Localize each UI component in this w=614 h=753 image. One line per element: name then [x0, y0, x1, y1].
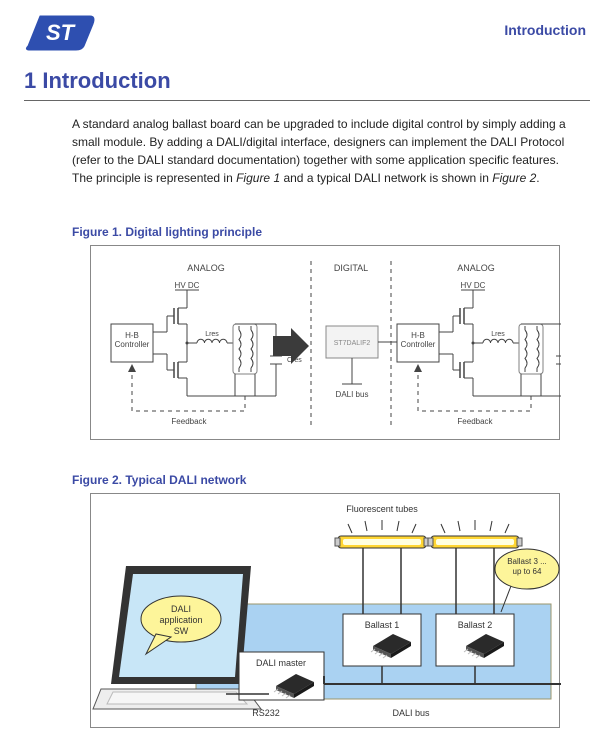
figure1: ANALOG DIGITAL ANALOG H-BControllerHV DC… — [90, 245, 560, 440]
svg-text:Ballast 2: Ballast 2 — [458, 620, 493, 630]
svg-text:DALI bus: DALI bus — [392, 708, 430, 718]
intro-paragraph: A standard analog ballast board can be u… — [72, 115, 582, 187]
ballast2-box: Ballast 2 — [436, 614, 514, 666]
st-logo: ST — [18, 8, 96, 61]
svg-text:HV DC: HV DC — [461, 281, 486, 290]
svg-text:DIGITAL: DIGITAL — [334, 263, 368, 273]
up-to-64-bubble: Ballast 3 ...up to 64 — [495, 549, 559, 612]
svg-text:ST: ST — [46, 20, 76, 45]
ballast1-box: Ballast 1 — [343, 614, 421, 666]
svg-text:Ballast 3 ...up to 64: Ballast 3 ...up to 64 — [507, 557, 547, 576]
title-rule — [24, 100, 590, 101]
svg-text:RS232: RS232 — [252, 708, 280, 718]
section-title: 1 Introduction — [24, 68, 171, 94]
svg-text:Feedback: Feedback — [457, 417, 493, 426]
figure2: DALIapplicationSW DALI master — [90, 493, 560, 728]
figure2-caption: Figure 2. Typical DALI network — [72, 473, 246, 487]
svg-text:ANALOG: ANALOG — [457, 263, 495, 273]
svg-text:Feedback: Feedback — [171, 417, 207, 426]
svg-text:Lres: Lres — [491, 331, 505, 338]
svg-text:Lres: Lres — [205, 331, 219, 338]
svg-text:HV DC: HV DC — [175, 281, 200, 290]
header-section-label: Introduction — [504, 22, 586, 38]
svg-text:ANALOG: ANALOG — [187, 263, 225, 273]
svg-text:DALI master: DALI master — [256, 658, 306, 668]
svg-text:Ballast 1: Ballast 1 — [365, 620, 400, 630]
page-root: ST Introduction 1 Introduction A standar… — [0, 0, 614, 753]
svg-text:Fluorescent tubes: Fluorescent tubes — [346, 504, 418, 514]
svg-text:DALI bus: DALI bus — [336, 390, 369, 399]
tube1-icon: Fluorescent tubes — [335, 504, 429, 614]
svg-text:ST7DALIF2: ST7DALIF2 — [334, 340, 371, 347]
figure1-caption: Figure 1. Digital lighting principle — [72, 225, 262, 239]
